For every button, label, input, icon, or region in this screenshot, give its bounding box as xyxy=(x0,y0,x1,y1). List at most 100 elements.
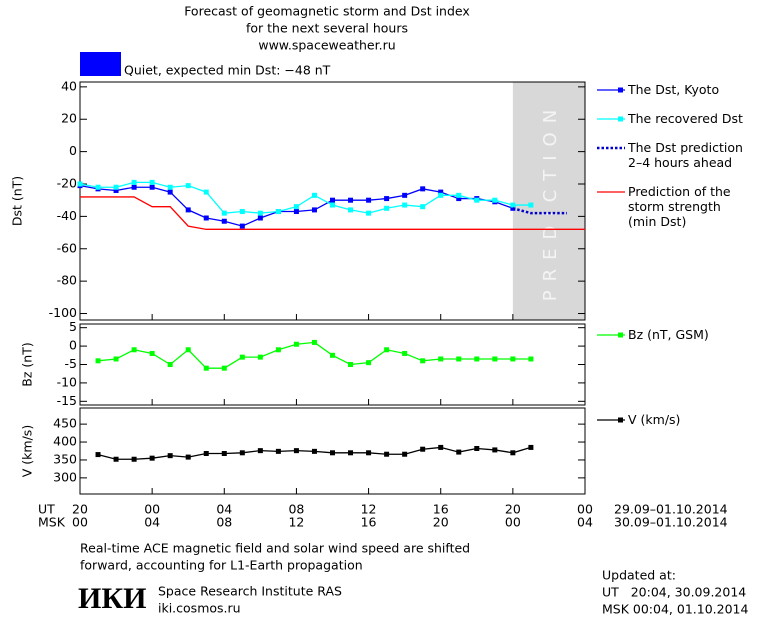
data-point xyxy=(311,448,317,454)
y-tick-label: -80 xyxy=(57,273,77,288)
msk-dates: 30.09–01.10.2014 xyxy=(614,515,728,530)
data-point xyxy=(167,362,173,367)
data-point xyxy=(113,356,119,362)
data-point xyxy=(293,204,299,210)
data-point xyxy=(311,339,317,345)
data-point xyxy=(348,362,354,367)
updated: MSK 00:04, 01.10.2014 xyxy=(602,602,748,617)
data-point xyxy=(420,204,426,210)
series-line xyxy=(512,207,567,215)
data-point xyxy=(348,197,354,203)
legend-marker xyxy=(618,116,623,122)
series-line xyxy=(80,196,585,230)
institute: Space Research Institute RAS xyxy=(158,584,342,599)
data-point xyxy=(474,197,480,203)
data-point xyxy=(203,215,209,221)
y-tick-label: 0 xyxy=(69,338,77,353)
legend-marker xyxy=(618,332,623,338)
y-tick-label: 20 xyxy=(61,111,77,126)
subtitle: for the next several hours xyxy=(246,21,408,36)
data-point xyxy=(311,207,317,213)
x-tick-label: 04 xyxy=(216,502,232,517)
data-point xyxy=(528,356,534,362)
url: www.spaceweather.ru xyxy=(258,38,395,53)
site: iki.cosmos.ru xyxy=(158,601,241,616)
data-point xyxy=(203,189,209,195)
data-point xyxy=(149,184,155,190)
data-point xyxy=(221,218,227,224)
data-point xyxy=(402,451,408,457)
data-point xyxy=(221,210,227,216)
data-point xyxy=(492,447,498,453)
data-point xyxy=(275,448,281,454)
data-point xyxy=(149,455,155,461)
x-tick-label: 08 xyxy=(216,515,232,530)
y-tick-label: 40 xyxy=(61,78,77,93)
data-point xyxy=(438,444,444,450)
data-point xyxy=(113,187,119,193)
data-point xyxy=(275,347,281,353)
y-tick-label: -100 xyxy=(49,305,77,320)
x-tick-label: 00 xyxy=(505,515,521,530)
data-point xyxy=(438,189,444,195)
data-point xyxy=(275,209,281,215)
y-tick-label: 400 xyxy=(53,434,77,449)
x-tick-label: 20 xyxy=(72,502,88,517)
y-tick-label: 450 xyxy=(53,416,77,431)
data-point xyxy=(77,181,83,187)
data-point xyxy=(474,356,480,362)
data-point xyxy=(239,209,245,215)
y-axis-label: Bz (nT) xyxy=(20,342,35,386)
data-point xyxy=(131,179,137,185)
data-point xyxy=(239,223,245,229)
data-point xyxy=(330,197,335,203)
data-point xyxy=(384,205,390,211)
updated: Updated at: xyxy=(602,568,676,583)
legend-entry: Prediction of the storm strength (min Ds… xyxy=(628,184,731,229)
data-point xyxy=(95,358,101,364)
data-point xyxy=(167,453,173,459)
data-point xyxy=(456,356,462,362)
x-tick-label: 00 xyxy=(577,502,593,517)
data-point xyxy=(131,456,137,462)
y-axis-label: V (km/s) xyxy=(20,425,35,477)
x-tick-label: 16 xyxy=(433,502,449,517)
data-point xyxy=(438,192,444,198)
x-tick-label: 12 xyxy=(361,502,377,517)
legend-entry: V (km/s) xyxy=(628,412,681,427)
data-point xyxy=(366,360,372,366)
y-tick-label: 0 xyxy=(69,143,77,158)
x-tick-label: 00 xyxy=(72,515,88,530)
legend-entry: The recovered Dst xyxy=(628,111,743,126)
data-point xyxy=(402,350,408,356)
data-point xyxy=(492,356,498,362)
x-tick-label: 12 xyxy=(288,515,304,530)
data-point xyxy=(95,452,101,458)
data-point xyxy=(330,202,335,208)
x-tick-label: 20 xyxy=(433,515,449,530)
data-point xyxy=(474,445,480,451)
data-point xyxy=(528,202,534,208)
data-point xyxy=(257,210,263,216)
y-tick-label: -10 xyxy=(57,374,77,389)
data-point xyxy=(311,192,317,198)
data-point xyxy=(402,202,408,208)
data-point xyxy=(330,450,335,456)
data-point xyxy=(239,354,245,360)
data-point xyxy=(95,184,101,190)
data-point xyxy=(348,207,354,213)
data-point xyxy=(221,451,227,457)
legend-entry: Bz (nT, GSM) xyxy=(628,327,709,342)
data-point xyxy=(113,456,119,462)
prediction-label: PREDICTION xyxy=(540,101,561,301)
y-tick-label: -40 xyxy=(57,208,77,223)
x-tick-label: 16 xyxy=(361,515,377,530)
data-point xyxy=(348,450,354,456)
data-point xyxy=(131,347,137,353)
data-point xyxy=(330,352,335,358)
data-point xyxy=(167,189,173,195)
status-text: Quiet, expected min Dst: −48 nT xyxy=(124,63,331,78)
data-point xyxy=(185,454,191,460)
